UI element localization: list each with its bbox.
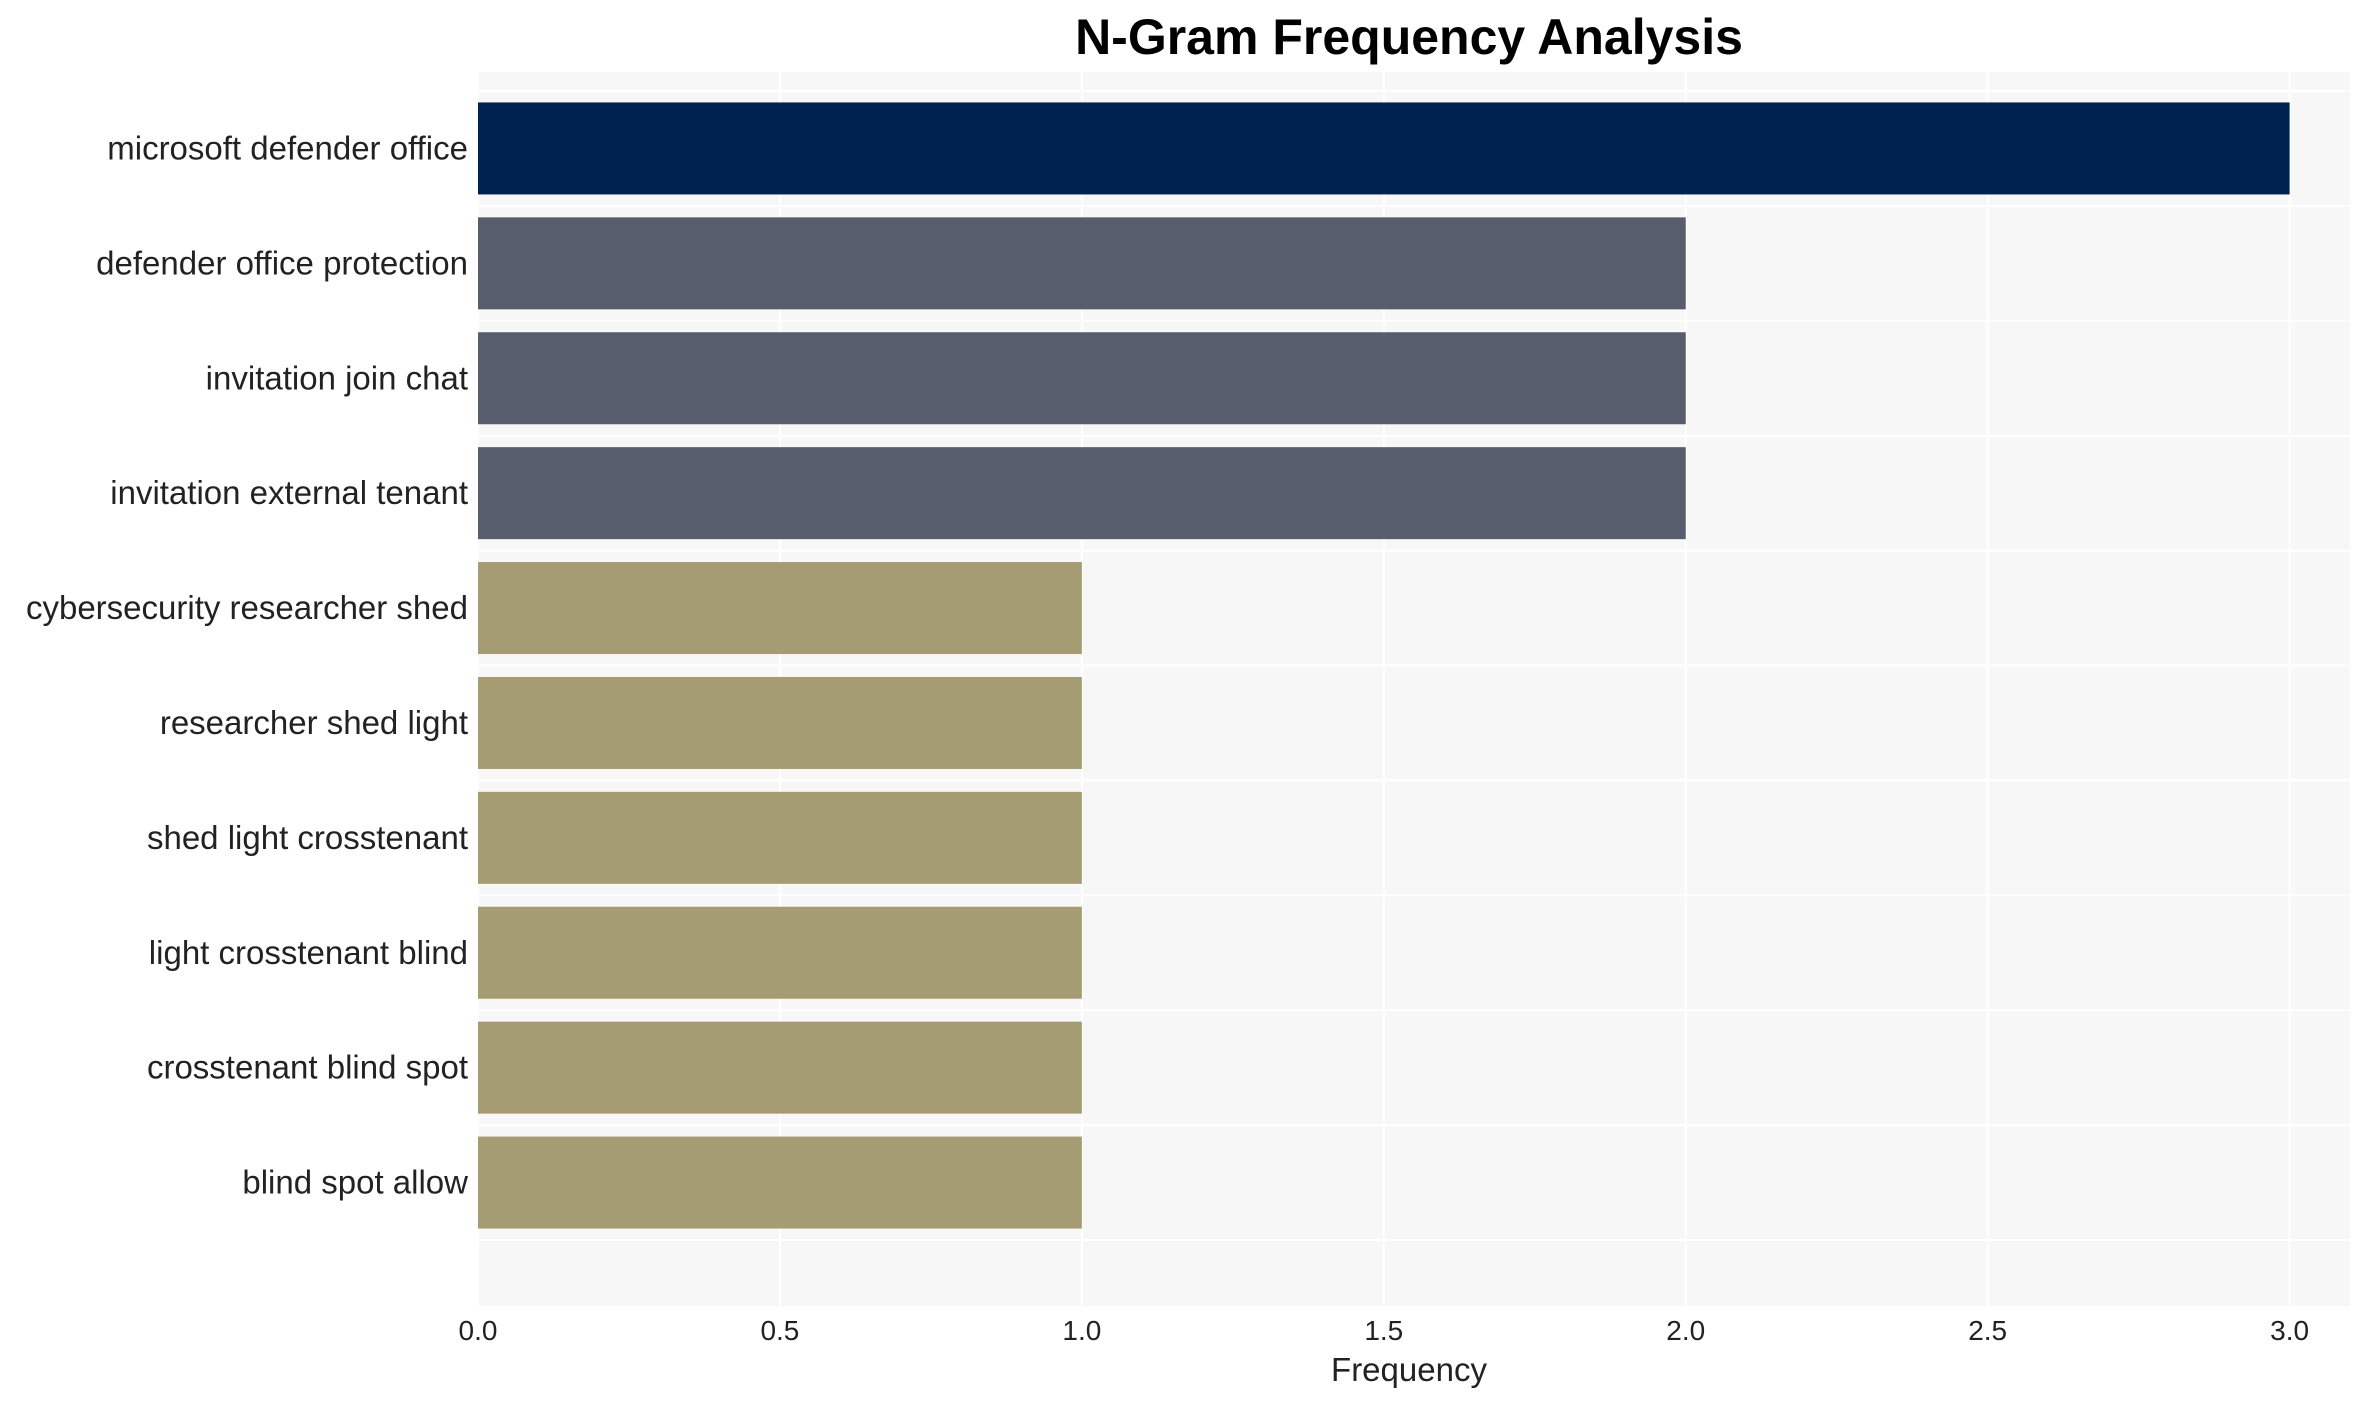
y-tick-label: shed light crosstenant: [147, 819, 468, 856]
x-tick-label: 2.0: [1666, 1315, 1705, 1346]
bar: [478, 332, 1686, 425]
bar: [478, 102, 2290, 195]
y-tick-label: cybersecurity researcher shed: [26, 589, 468, 626]
bar: [478, 217, 1686, 310]
bar: [478, 1021, 1082, 1114]
chart-title: N-Gram Frequency Analysis: [1075, 9, 1743, 65]
y-tick-label: invitation external tenant: [110, 474, 468, 511]
y-tick-label: light crosstenant blind: [149, 934, 468, 971]
bar: [478, 791, 1082, 884]
y-tick-label: microsoft defender office: [107, 129, 468, 166]
x-tick-label: 0.0: [459, 1315, 498, 1346]
x-tick-label: 1.5: [1364, 1315, 1403, 1346]
y-tick-label: defender office protection: [96, 244, 468, 281]
y-tick-label: researcher shed light: [160, 704, 468, 741]
x-tick-label: 3.0: [2270, 1315, 2309, 1346]
bar: [478, 676, 1082, 769]
y-tick-label: blind spot allow: [242, 1164, 468, 1201]
y-tick-label: crosstenant blind spot: [147, 1049, 468, 1086]
bar: [478, 1136, 1082, 1229]
bars: [478, 102, 2290, 1229]
y-tick-label: invitation join chat: [206, 359, 468, 396]
y-tick-labels: microsoft defender office defender office…: [26, 129, 468, 1200]
x-tick-label: 0.5: [760, 1315, 799, 1346]
x-tick-label: 1.0: [1062, 1315, 1101, 1346]
x-tick-labels: 0.0 0.5 1.0 1.5 2.0 2.5 3.0: [459, 1315, 2310, 1346]
bar: [478, 906, 1082, 999]
x-axis-label: Frequency: [1331, 1351, 1487, 1388]
bar: [478, 562, 1082, 655]
x-tick-label: 2.5: [1968, 1315, 2007, 1346]
bar: [478, 447, 1686, 540]
